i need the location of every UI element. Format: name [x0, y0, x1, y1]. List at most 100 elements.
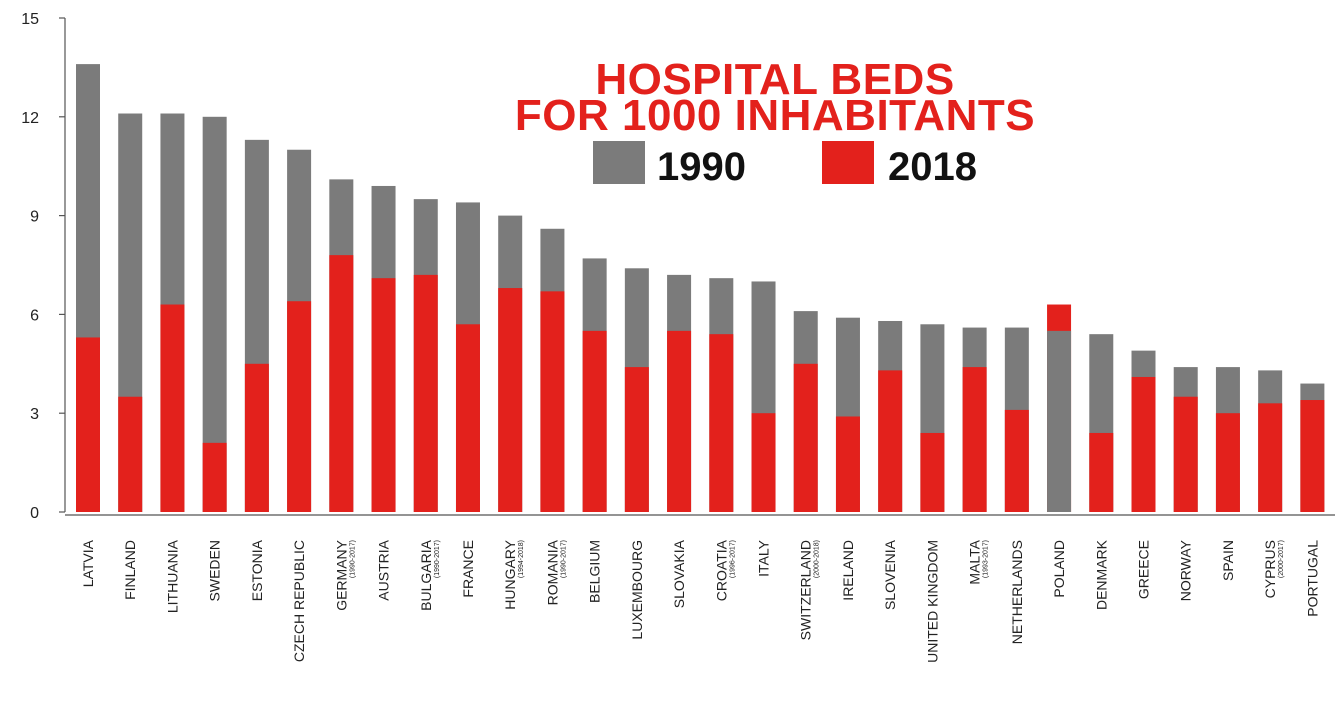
bar-group: [752, 281, 776, 512]
bar-1990: [1047, 331, 1071, 512]
bar-group: [76, 64, 100, 512]
bar-2018: [1132, 377, 1156, 512]
legend-label-2018: 2018: [888, 145, 977, 189]
bar-group: [709, 278, 733, 512]
bar-2018: [1174, 397, 1198, 512]
x-category-label: CYPRUS: [1262, 540, 1278, 598]
bar-2018: [878, 370, 902, 512]
x-category-note: (2000-2017): [1278, 540, 1285, 578]
bar-group: [963, 328, 987, 512]
bar-2018: [245, 364, 269, 512]
bar-group: [372, 186, 396, 512]
bar-group: [160, 114, 184, 512]
y-tick-label: 9: [30, 209, 39, 226]
x-category-label: LITHUANIA: [164, 539, 180, 613]
legend: 1990 2018: [593, 141, 977, 189]
bar-2018: [752, 413, 776, 512]
x-category-label: FINLAND: [122, 540, 138, 600]
x-category-note: (1993-2017): [983, 540, 990, 578]
bar-group: [1047, 305, 1071, 512]
x-category-label: UNITED KINGDOM: [924, 540, 940, 663]
x-category-label: SLOVAKIA: [671, 539, 687, 608]
bar-2018: [1216, 413, 1240, 512]
x-category-note: (1990-2017): [349, 540, 356, 578]
bar-group: [1300, 384, 1324, 512]
bar-2018: [1089, 433, 1113, 512]
x-category-label: SWEDEN: [207, 540, 223, 601]
bar-2018: [963, 367, 987, 512]
bar-group: [1132, 351, 1156, 512]
chart-title-line-2: FOR 1000 INHABITANTS: [515, 91, 1035, 140]
bar-group: [329, 179, 353, 512]
bar-2018: [709, 334, 733, 512]
x-category-label: GREECE: [1136, 540, 1152, 599]
bar-2018: [540, 291, 564, 512]
bar-2018: [625, 367, 649, 512]
bar-group: [625, 268, 649, 512]
bar-group: [203, 117, 227, 512]
legend-swatch-2018: [822, 141, 874, 184]
bar-2018: [160, 305, 184, 512]
y-tick-label: 6: [30, 307, 39, 324]
x-category-label: FRANCE: [460, 540, 476, 598]
x-category-label: ITALY: [756, 539, 772, 576]
bar-group: [1005, 328, 1029, 512]
x-category-label: MALTA: [967, 539, 983, 584]
bar-group: [118, 114, 142, 512]
x-category-label: PORTUGAL: [1304, 540, 1320, 617]
x-category-label: SWITZERLAND: [798, 540, 814, 640]
bar-group: [667, 275, 691, 512]
bar-2018: [498, 288, 522, 512]
x-category-note: (1990-2017): [434, 540, 441, 578]
x-category-note: (1990-2017): [560, 540, 567, 578]
bar-group: [287, 150, 311, 512]
bar-2018: [372, 278, 396, 512]
bar-2018: [203, 443, 227, 512]
x-category-label: POLAND: [1051, 540, 1067, 598]
x-category-label: CROATIA: [713, 539, 729, 601]
x-category-label: DENMARK: [1093, 539, 1109, 610]
bar-group: [1258, 370, 1282, 512]
x-category-label: GERMANY: [333, 539, 349, 610]
y-tick-label: 15: [21, 11, 39, 28]
bar-2018: [583, 331, 607, 512]
x-category-note: (1994-2018): [518, 540, 525, 578]
bar-group: [1216, 367, 1240, 512]
bar-2018: [667, 331, 691, 512]
bar-2018: [1258, 403, 1282, 512]
x-category-label: AUSTRIA: [376, 539, 392, 600]
x-axis-labels: LATVIA FINLAND LITHUANIA SWEDEN ESTONIA CZECH…: [80, 539, 1320, 663]
legend-label-1990: 1990: [657, 145, 746, 189]
bar-group: [794, 311, 818, 512]
bar-group: [1174, 367, 1198, 512]
legend-swatch-1990: [593, 141, 645, 184]
x-category-note: (1996-2017): [729, 540, 736, 578]
bar-group: [1089, 334, 1113, 512]
y-tick-label: 12: [21, 110, 39, 127]
bar-2018: [794, 364, 818, 512]
x-category-label: HUNGARY: [502, 539, 518, 609]
x-category-label: SPAIN: [1220, 540, 1236, 581]
x-category-label: BULGARIA: [418, 539, 434, 610]
x-category-label: IRELAND: [840, 540, 856, 601]
bar-2018: [456, 324, 480, 512]
bar-2018: [1005, 410, 1029, 512]
bar-2018: [118, 397, 142, 512]
bar-group: [920, 324, 944, 512]
bar-2018: [76, 337, 100, 512]
bar-group: [540, 229, 564, 512]
y-tick-label: 3: [30, 406, 39, 423]
bar-2018: [287, 301, 311, 512]
bar-2018: [329, 255, 353, 512]
bar-group: [245, 140, 269, 512]
x-category-label: BELGIUM: [587, 540, 603, 603]
y-tick-label: 0: [30, 505, 39, 522]
bar-2018: [920, 433, 944, 512]
x-category-label: NORWAY: [1178, 539, 1194, 601]
x-category-label: ESTONIA: [249, 539, 265, 601]
x-category-note: (2000-2018): [814, 540, 821, 578]
x-category-label: LUXEMBOURG: [629, 540, 645, 640]
bar-group: [836, 318, 860, 512]
x-category-label: CZECH REPUBLIC: [291, 540, 307, 662]
